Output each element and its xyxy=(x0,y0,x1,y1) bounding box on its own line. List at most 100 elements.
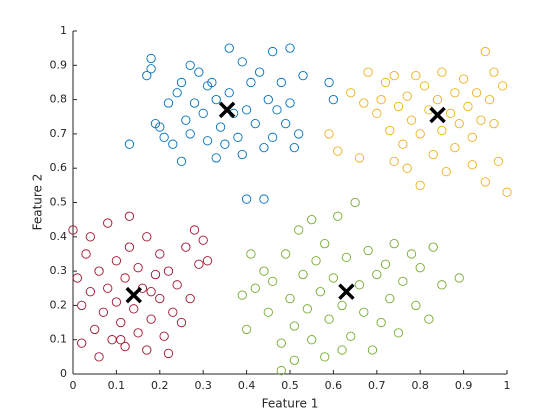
point xyxy=(142,70,152,81)
point xyxy=(489,118,499,129)
point xyxy=(454,118,464,129)
point xyxy=(311,256,321,266)
point xyxy=(189,225,200,235)
point xyxy=(389,239,399,249)
point xyxy=(463,101,473,112)
point xyxy=(211,153,221,163)
x-tick-label: 0.1 xyxy=(108,379,126,392)
point xyxy=(385,125,395,136)
point xyxy=(202,256,213,266)
point xyxy=(129,304,139,314)
point xyxy=(393,101,404,112)
point xyxy=(498,81,508,91)
point xyxy=(359,98,369,108)
point xyxy=(207,77,217,88)
point xyxy=(120,341,130,352)
point xyxy=(320,239,330,249)
point xyxy=(458,74,469,84)
point xyxy=(68,225,78,235)
point xyxy=(398,139,408,149)
point xyxy=(415,129,425,139)
point xyxy=(437,67,447,77)
point xyxy=(276,77,286,88)
point xyxy=(189,98,200,108)
x-tick-label: 0.5 xyxy=(281,379,299,392)
y-tick-label: 0.4 xyxy=(50,230,68,243)
x-tick-label: 0.2 xyxy=(151,379,169,392)
y-tick-label: 0.5 xyxy=(50,196,68,209)
point xyxy=(402,163,412,173)
point xyxy=(237,290,247,300)
point xyxy=(267,276,278,287)
x-tick-label: 0.3 xyxy=(194,379,212,392)
point xyxy=(241,324,252,335)
point xyxy=(415,263,425,273)
point xyxy=(263,307,273,317)
point xyxy=(116,317,126,328)
point xyxy=(341,252,352,263)
point xyxy=(419,81,430,91)
point xyxy=(259,142,269,153)
point xyxy=(272,105,282,115)
point xyxy=(502,187,512,197)
point xyxy=(202,136,213,146)
point xyxy=(489,67,499,77)
point xyxy=(328,94,339,105)
point xyxy=(172,280,182,290)
point xyxy=(250,118,260,129)
point xyxy=(172,88,182,98)
y-tick-label: 0.3 xyxy=(50,264,68,277)
point xyxy=(441,166,451,177)
point xyxy=(159,331,169,341)
point xyxy=(163,348,174,359)
point xyxy=(146,287,156,297)
point xyxy=(450,142,460,153)
x-tick-label: 0.6 xyxy=(325,379,343,392)
point xyxy=(155,122,165,132)
point xyxy=(411,300,421,311)
point xyxy=(168,139,178,149)
point xyxy=(146,53,156,64)
point xyxy=(215,122,226,132)
y-tick-label: 1 xyxy=(60,24,67,37)
point xyxy=(103,218,113,228)
point xyxy=(385,293,395,304)
point xyxy=(133,263,143,273)
point xyxy=(298,70,308,81)
point xyxy=(406,115,417,125)
point xyxy=(415,180,425,191)
point xyxy=(294,225,304,235)
point xyxy=(285,43,295,53)
point xyxy=(237,149,247,160)
point xyxy=(77,338,87,348)
point xyxy=(263,94,273,105)
y-tick-label: 0.8 xyxy=(50,93,68,106)
point xyxy=(94,266,104,276)
y-axis-label: Feature 2 xyxy=(31,174,45,231)
point xyxy=(259,266,269,276)
point xyxy=(411,70,421,81)
point xyxy=(376,317,386,328)
point xyxy=(289,355,299,365)
point xyxy=(393,328,404,338)
centroid xyxy=(125,286,142,304)
point xyxy=(185,293,195,304)
point xyxy=(493,156,503,166)
point xyxy=(480,46,490,57)
point xyxy=(94,352,104,362)
point xyxy=(380,259,391,269)
point xyxy=(241,194,252,204)
point xyxy=(237,57,247,67)
point xyxy=(220,139,230,149)
point xyxy=(467,132,477,142)
point xyxy=(85,232,96,242)
point xyxy=(480,177,490,187)
point xyxy=(98,307,109,317)
point xyxy=(445,108,456,118)
point xyxy=(328,273,339,283)
point xyxy=(194,67,204,77)
point xyxy=(302,304,313,314)
point xyxy=(159,132,169,142)
point xyxy=(259,194,269,204)
